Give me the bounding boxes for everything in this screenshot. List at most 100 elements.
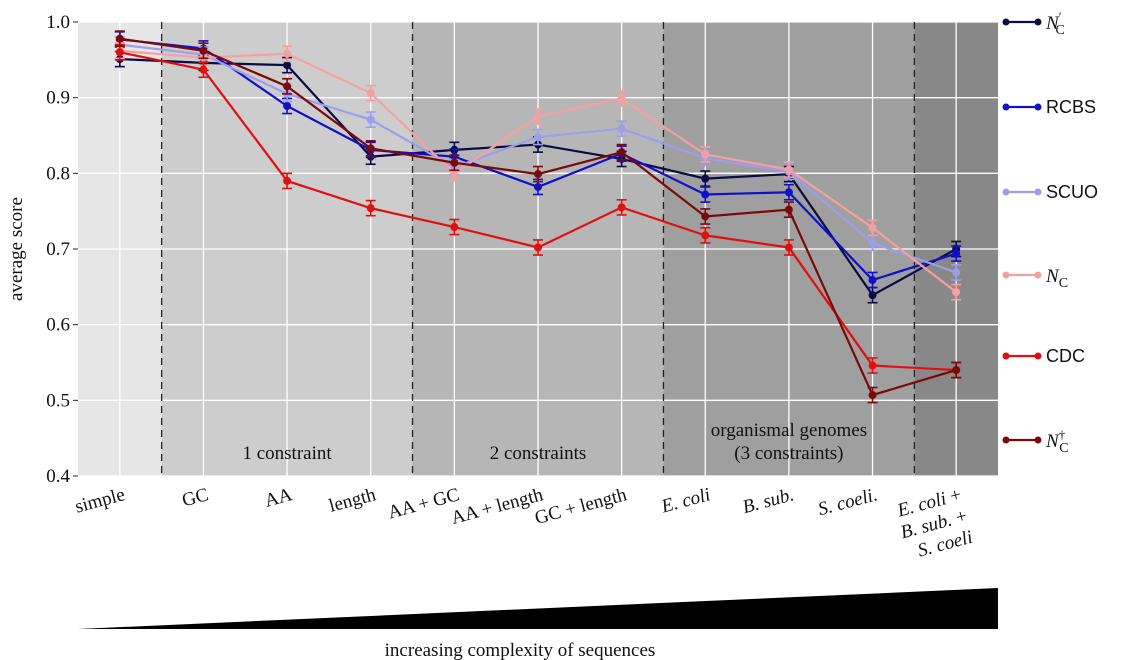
data-point (617, 124, 626, 133)
data-point (868, 223, 877, 232)
data-point (283, 176, 292, 185)
legend-sup: † (1059, 427, 1066, 442)
band-label-3: organismal genomes (3 constraints) (711, 420, 867, 464)
data-point (701, 150, 710, 159)
x-tick-4: AA + GC (386, 484, 462, 523)
band-label-line: (3 constraints) (734, 443, 843, 464)
legend-label: N′ C (1045, 9, 1065, 38)
band-label-line: 2 constraints (490, 443, 587, 464)
legend-sup: ′ (1059, 9, 1062, 24)
legend-sub: C (1059, 441, 1068, 456)
x-tick-label: AA + length (449, 484, 546, 529)
data-point (868, 361, 877, 370)
x-tick-2: AA (263, 484, 295, 511)
x-tick-word: coeli. (830, 484, 880, 516)
y-tick-label-2: 0.6 (46, 315, 70, 336)
band-label-line: organismal genomes (711, 420, 867, 441)
band-label-2: 2 constraints (490, 443, 587, 464)
data-point (450, 223, 459, 232)
data-point (701, 212, 710, 221)
data-point (784, 188, 793, 197)
legend-main: N (1045, 431, 1060, 452)
data-point (784, 205, 793, 214)
x-tick-word: length (573, 484, 629, 518)
x-tick-word: + (558, 498, 578, 522)
data-point (450, 169, 459, 178)
legend-main: N (1045, 13, 1060, 34)
x-tick-5: AA + length (449, 484, 546, 529)
x-tick-6: GC + length (533, 484, 630, 529)
legend-main: N (1045, 266, 1060, 287)
x-tick-label: S. coeli. (816, 484, 880, 520)
x-tick-word: coli (675, 484, 713, 513)
legend-item-5: N† C (1002, 427, 1069, 456)
data-point (952, 268, 961, 277)
legend-sub: C (1059, 276, 1068, 291)
data-point (534, 133, 542, 142)
data-point (868, 391, 877, 400)
legend-label: NC (1045, 266, 1068, 291)
legend-swatch-dot (1034, 271, 1042, 279)
legend-swatch-dot (1034, 352, 1042, 360)
data-point (868, 238, 877, 247)
y-tick-label-1: 0.5 (46, 390, 70, 411)
x-tick-label: E. coli (658, 484, 712, 517)
legend-swatch-dot (1034, 18, 1042, 26)
x-tick-word: B. (898, 519, 919, 544)
x-tick-1: GC (180, 484, 211, 511)
legend-swatch-dot (1002, 352, 1010, 360)
data-point (366, 204, 375, 213)
data-point (199, 65, 208, 74)
band-label-1: 1 constraint (242, 443, 332, 464)
series-group (114, 30, 962, 404)
x-tick-word: E. (658, 493, 680, 518)
data-point (366, 89, 375, 98)
data-point (952, 366, 961, 375)
x-tick-0: simple (73, 484, 127, 517)
data-point (701, 174, 710, 183)
legend-swatch-dot (1002, 188, 1010, 196)
x-tick-7: E. coli (658, 484, 712, 517)
complexity-wedge (78, 588, 998, 629)
legend-item-2: SCUO (1002, 182, 1098, 202)
data-point (617, 94, 626, 103)
legend-label: RCBS (1046, 97, 1096, 117)
x-tick-label: AA (263, 484, 295, 511)
y-ticks: 0.4 0.5 0.6 0.7 0.8 0.9 1.0 (46, 12, 78, 487)
legend-swatch-dot (1034, 188, 1042, 196)
legend-swatch-dot (1034, 436, 1042, 444)
data-point (366, 144, 375, 153)
x-tick-label: GC (180, 484, 211, 511)
x-tick-9: S. coeli. (816, 484, 880, 520)
legend-sub: C (1056, 23, 1065, 38)
x-tick-word: S. (915, 538, 934, 562)
data-point (617, 148, 626, 157)
data-point (868, 291, 877, 300)
y-axis-label: average score (6, 197, 27, 301)
x-tick-word: B. (740, 494, 761, 519)
x-tick-word: sub. (756, 484, 796, 514)
y-tick-label-4: 0.8 (46, 163, 70, 184)
y-tick-label-0: 0.4 (46, 466, 70, 487)
data-point (283, 82, 292, 91)
data-point (701, 190, 710, 199)
data-point (450, 158, 459, 167)
x-tick-label: E. coli + (894, 484, 963, 521)
x-tick-word: length (327, 484, 379, 517)
data-point (784, 243, 793, 252)
band-labels: 1 constraint 2 constraints organismal geno… (242, 420, 867, 464)
data-point (617, 203, 626, 212)
data-point (952, 288, 961, 297)
legend-item-3: NC (1002, 266, 1068, 291)
data-point (534, 112, 542, 121)
y-tick-label-3: 0.7 (46, 239, 70, 260)
data-point (534, 243, 542, 252)
x-tick-word: + (411, 492, 431, 516)
x-axis-label: increasing complexity of sequences (385, 640, 656, 660)
data-point (784, 165, 793, 174)
x-tick-label: simple (73, 484, 127, 517)
data-point (283, 101, 292, 110)
x-tick-label: B. sub. (740, 484, 796, 518)
